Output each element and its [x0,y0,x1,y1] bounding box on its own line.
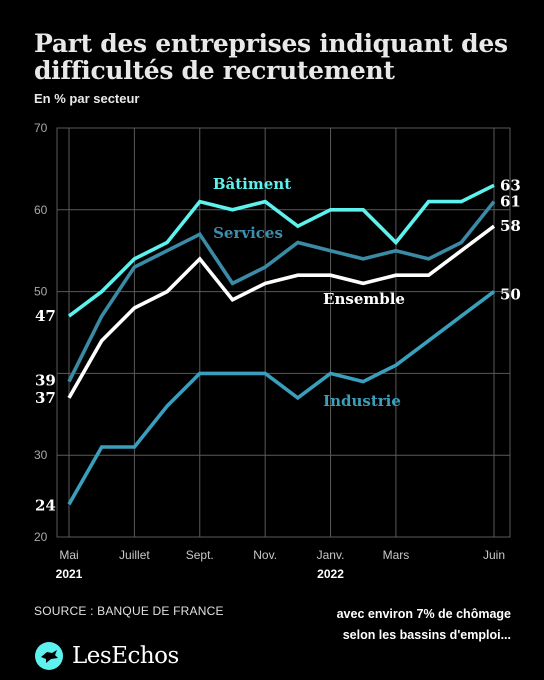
caption: avec environ 7% de chômage selon les bas… [337,604,511,646]
line-chart: 20 30 50 60 70 Mai 2021 Juillet Sept. Nov. Janv. 20… [34,121,521,581]
les-echos-logo-icon [35,642,63,670]
x-tick-label: Juin [483,548,505,562]
caption-line-2: selon les bassins d'emploi... [342,628,511,642]
x-tick-label: Sept. [186,548,214,562]
end-value-label: 63 [500,176,521,194]
x-tick-label: Janv. [317,548,345,562]
series-name-label: Bâtiment [213,175,291,193]
x-year-label: 2022 [317,567,344,581]
x-tick-label: Juillet [119,548,150,562]
chart-subtitle: En % par secteur [34,91,140,106]
start-value-label: 47 [35,307,56,325]
x-tick-label: Mai [59,548,78,562]
end-value-label: 61 [500,193,521,211]
y-tick-label: 60 [34,203,48,217]
end-value-label: 50 [500,286,521,304]
series-name-label: Ensemble [323,290,405,308]
les-echos-logo: LesEchos [34,638,179,674]
series-line-3 [67,290,496,506]
start-value-label: 39 [35,372,56,390]
start-value-label: 24 [35,496,56,514]
chart-title: Part des entreprises indiquant des diffi… [34,29,508,85]
series-line-2 [67,224,496,399]
series-line-0 [67,183,495,318]
start-value-label: 37 [35,389,56,407]
x-year-label: 2021 [56,567,83,581]
series-line-1 [67,200,496,383]
y-tick-label: 70 [34,121,48,135]
x-tick-label: Mars [383,548,410,562]
end-value-label: 58 [500,217,521,235]
y-tick-label: 30 [34,448,48,462]
y-tick-label: 50 [34,285,48,299]
source-note: SOURCE : BANQUE DE FRANCE [34,604,224,618]
series-name-label: Industrie [323,392,401,410]
caption-line-1: avec environ 7% de chômage [336,607,511,621]
logo-text: LesEchos [72,643,179,669]
plot-frame [56,127,511,538]
series-name-label: Services [213,224,283,242]
y-tick-label: 20 [34,530,48,544]
x-tick-label: Nov. [253,548,277,562]
